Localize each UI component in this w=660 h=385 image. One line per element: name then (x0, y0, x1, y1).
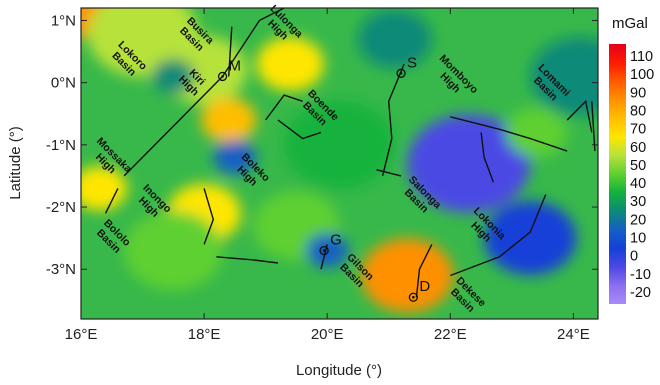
map-plot-area: LokoroBasinBusiraBasinKiriHighLulongaHig… (80, 3, 599, 320)
fault-line (450, 116, 568, 152)
gravity-anomaly (81, 166, 128, 211)
gravity-anomaly (407, 114, 531, 213)
x-tick-label: 16°E (65, 326, 98, 343)
colorbar-label: -10 (630, 267, 651, 283)
site-markers: M S G D (217, 54, 430, 302)
y-axis-title: Latitude (°) (7, 126, 24, 200)
gravity-anomaly (357, 9, 432, 69)
gravity-anomaly (484, 201, 577, 276)
gravity-anomaly (530, 37, 598, 116)
x-axis-title: Longitude (°) (296, 362, 382, 379)
fault-line (566, 99, 593, 133)
gravity-anomaly (305, 233, 349, 268)
y-tick-label: 0°N (51, 75, 76, 92)
site-label: M (229, 57, 242, 74)
y-tick-label: -3°N (46, 261, 76, 278)
fault-lines (104, 8, 596, 298)
fault-line (450, 194, 547, 277)
y-tick-label: -2°N (46, 199, 76, 216)
fault-line (376, 169, 402, 177)
x-axis-ticks: 16°E 18°E 20°E 22°E 24°E (65, 8, 590, 343)
anomaly-blobs (81, 8, 598, 313)
x-tick-label: 22°E (434, 326, 467, 343)
map-frame (80, 7, 599, 320)
y-tick-label: 1°N (51, 12, 76, 29)
fault-line (480, 132, 495, 183)
colorbar-label: 90 (630, 85, 646, 101)
fault-line (591, 101, 596, 152)
gravity-anomaly (505, 107, 568, 158)
fault-line (228, 26, 233, 77)
colorbar-label: 100 (630, 67, 654, 83)
gravity-anomaly (213, 140, 257, 175)
fault-line (104, 188, 119, 214)
colorbar-ramp (609, 44, 626, 304)
colorbar-label: 110 (630, 49, 653, 65)
site-marker: D (408, 278, 430, 302)
gravity-anomaly (201, 97, 257, 143)
site-label: D (419, 278, 430, 295)
gravity-anomaly (361, 238, 454, 313)
fault-line (222, 8, 285, 77)
y-tick-label: -1°N (46, 137, 76, 154)
colorbar-label: 20 (630, 212, 646, 228)
gravity-anomaly (151, 59, 195, 94)
fault-line (320, 244, 328, 270)
fault-line (381, 63, 405, 177)
site-label: G (330, 232, 342, 249)
colorbar-label: 30 (630, 194, 646, 210)
colorbar-label: 80 (630, 103, 646, 119)
colorbar-label: -20 (630, 285, 651, 301)
anomaly-field (81, 8, 598, 313)
site-marker: S (396, 54, 417, 78)
site-marker: M (217, 57, 242, 82)
colorbar-label: 60 (630, 140, 646, 156)
site-marker: G (319, 232, 342, 256)
gravity-anomaly (256, 36, 325, 92)
gravity-anomaly (284, 100, 395, 190)
fault-line (265, 94, 303, 121)
site-label: S (407, 54, 417, 71)
fault-line (216, 256, 279, 264)
fault-line (415, 244, 433, 298)
x-tick-label: 24°E (557, 326, 590, 343)
x-tick-label: 20°E (311, 326, 344, 343)
colorbar-label: 70 (630, 122, 646, 138)
colorbar-label: 40 (630, 176, 646, 192)
y-axis-ticks: 1°N 0°N -1°N -2°N -3°N (46, 12, 598, 278)
fault-line (203, 188, 215, 245)
colorbar-label: 50 (630, 158, 646, 174)
colorbar-label: 0 (630, 249, 638, 265)
colorbar-label: 10 (630, 231, 646, 247)
fault-line (277, 119, 322, 140)
colorbar-title: mGal (612, 15, 648, 32)
fault-line (123, 75, 224, 177)
gravity-anomaly (124, 211, 223, 290)
x-tick-label: 18°E (188, 326, 221, 343)
